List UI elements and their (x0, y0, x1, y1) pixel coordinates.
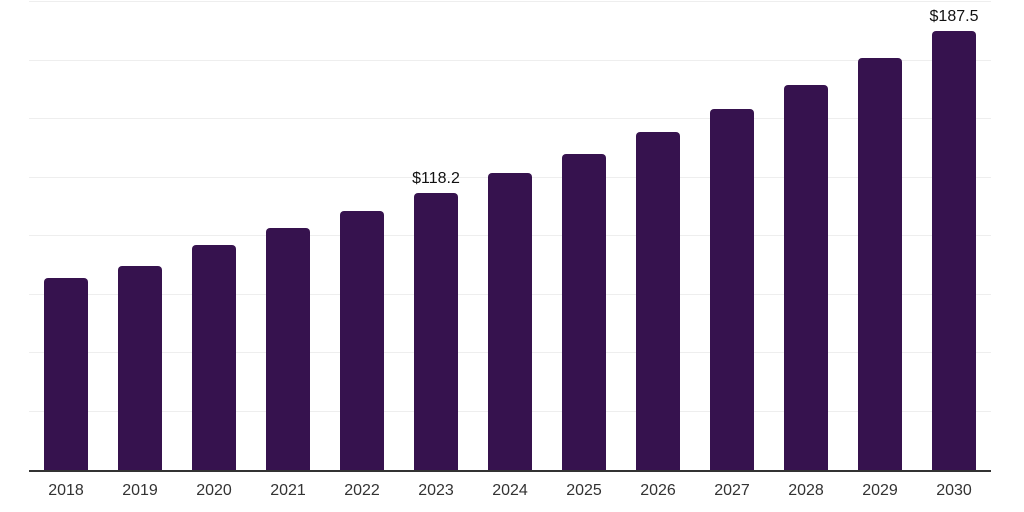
x-axis-line (29, 470, 991, 472)
x-tick-label-2018: 2018 (48, 482, 84, 499)
y-gridline (29, 59, 991, 61)
bar-2027 (710, 108, 754, 470)
x-tick-label-2021: 2021 (270, 482, 306, 499)
bar-2028 (784, 84, 828, 470)
bar-2025 (562, 153, 606, 470)
bar-slot (103, 0, 177, 470)
y-gridline (29, 1, 991, 2)
bar-2021 (266, 227, 310, 470)
bar-2020 (192, 244, 236, 470)
bar-2018 (44, 278, 88, 470)
bar-slot (251, 0, 325, 470)
x-tick-label-2026: 2026 (640, 482, 676, 499)
bar-slot: $187.5 (917, 0, 991, 470)
x-tick-label-2019: 2019 (122, 482, 158, 499)
x-tick-label-2023: 2023 (418, 482, 454, 499)
bar-2024 (488, 173, 532, 470)
x-tick-label-2024: 2024 (492, 482, 528, 499)
y-gridline (29, 118, 991, 119)
x-tick-label-2027: 2027 (714, 482, 750, 499)
bar-slot (769, 0, 843, 470)
bar-slot (547, 0, 621, 470)
bar-slot (695, 0, 769, 470)
bar-2026 (636, 131, 680, 470)
x-tick-label-2030: 2030 (936, 482, 972, 499)
x-axis-labels: 2018 2019 2020 2021 2022 2023 2024 2025 2026 2027… (29, 482, 991, 500)
data-label-2030: $187.5 (929, 8, 979, 26)
x-tick-label-2022: 2022 (344, 482, 380, 499)
bar-2030 (932, 31, 976, 470)
data-label-2023: $118.2 (412, 170, 460, 188)
bar-2023 (414, 193, 458, 470)
bar-2019 (118, 265, 162, 470)
x-tick-label-2020: 2020 (196, 482, 232, 499)
x-tick-label-2028: 2028 (788, 482, 824, 499)
bar-slot (29, 0, 103, 470)
bar-slot: $118.2 (399, 0, 473, 470)
bar-slot (325, 0, 399, 470)
bar-2022 (340, 210, 384, 470)
x-tick-label-2025: 2025 (566, 482, 602, 499)
plot-area: $118.2 $187.5 (29, 0, 991, 472)
bar-slot (177, 0, 251, 470)
x-tick-label-2029: 2029 (862, 482, 898, 499)
bars-container: $118.2 $187.5 (29, 0, 991, 470)
bar-2029 (858, 58, 902, 470)
bar-slot (843, 0, 917, 470)
bar-slot (621, 0, 695, 470)
bar-slot (473, 0, 547, 470)
